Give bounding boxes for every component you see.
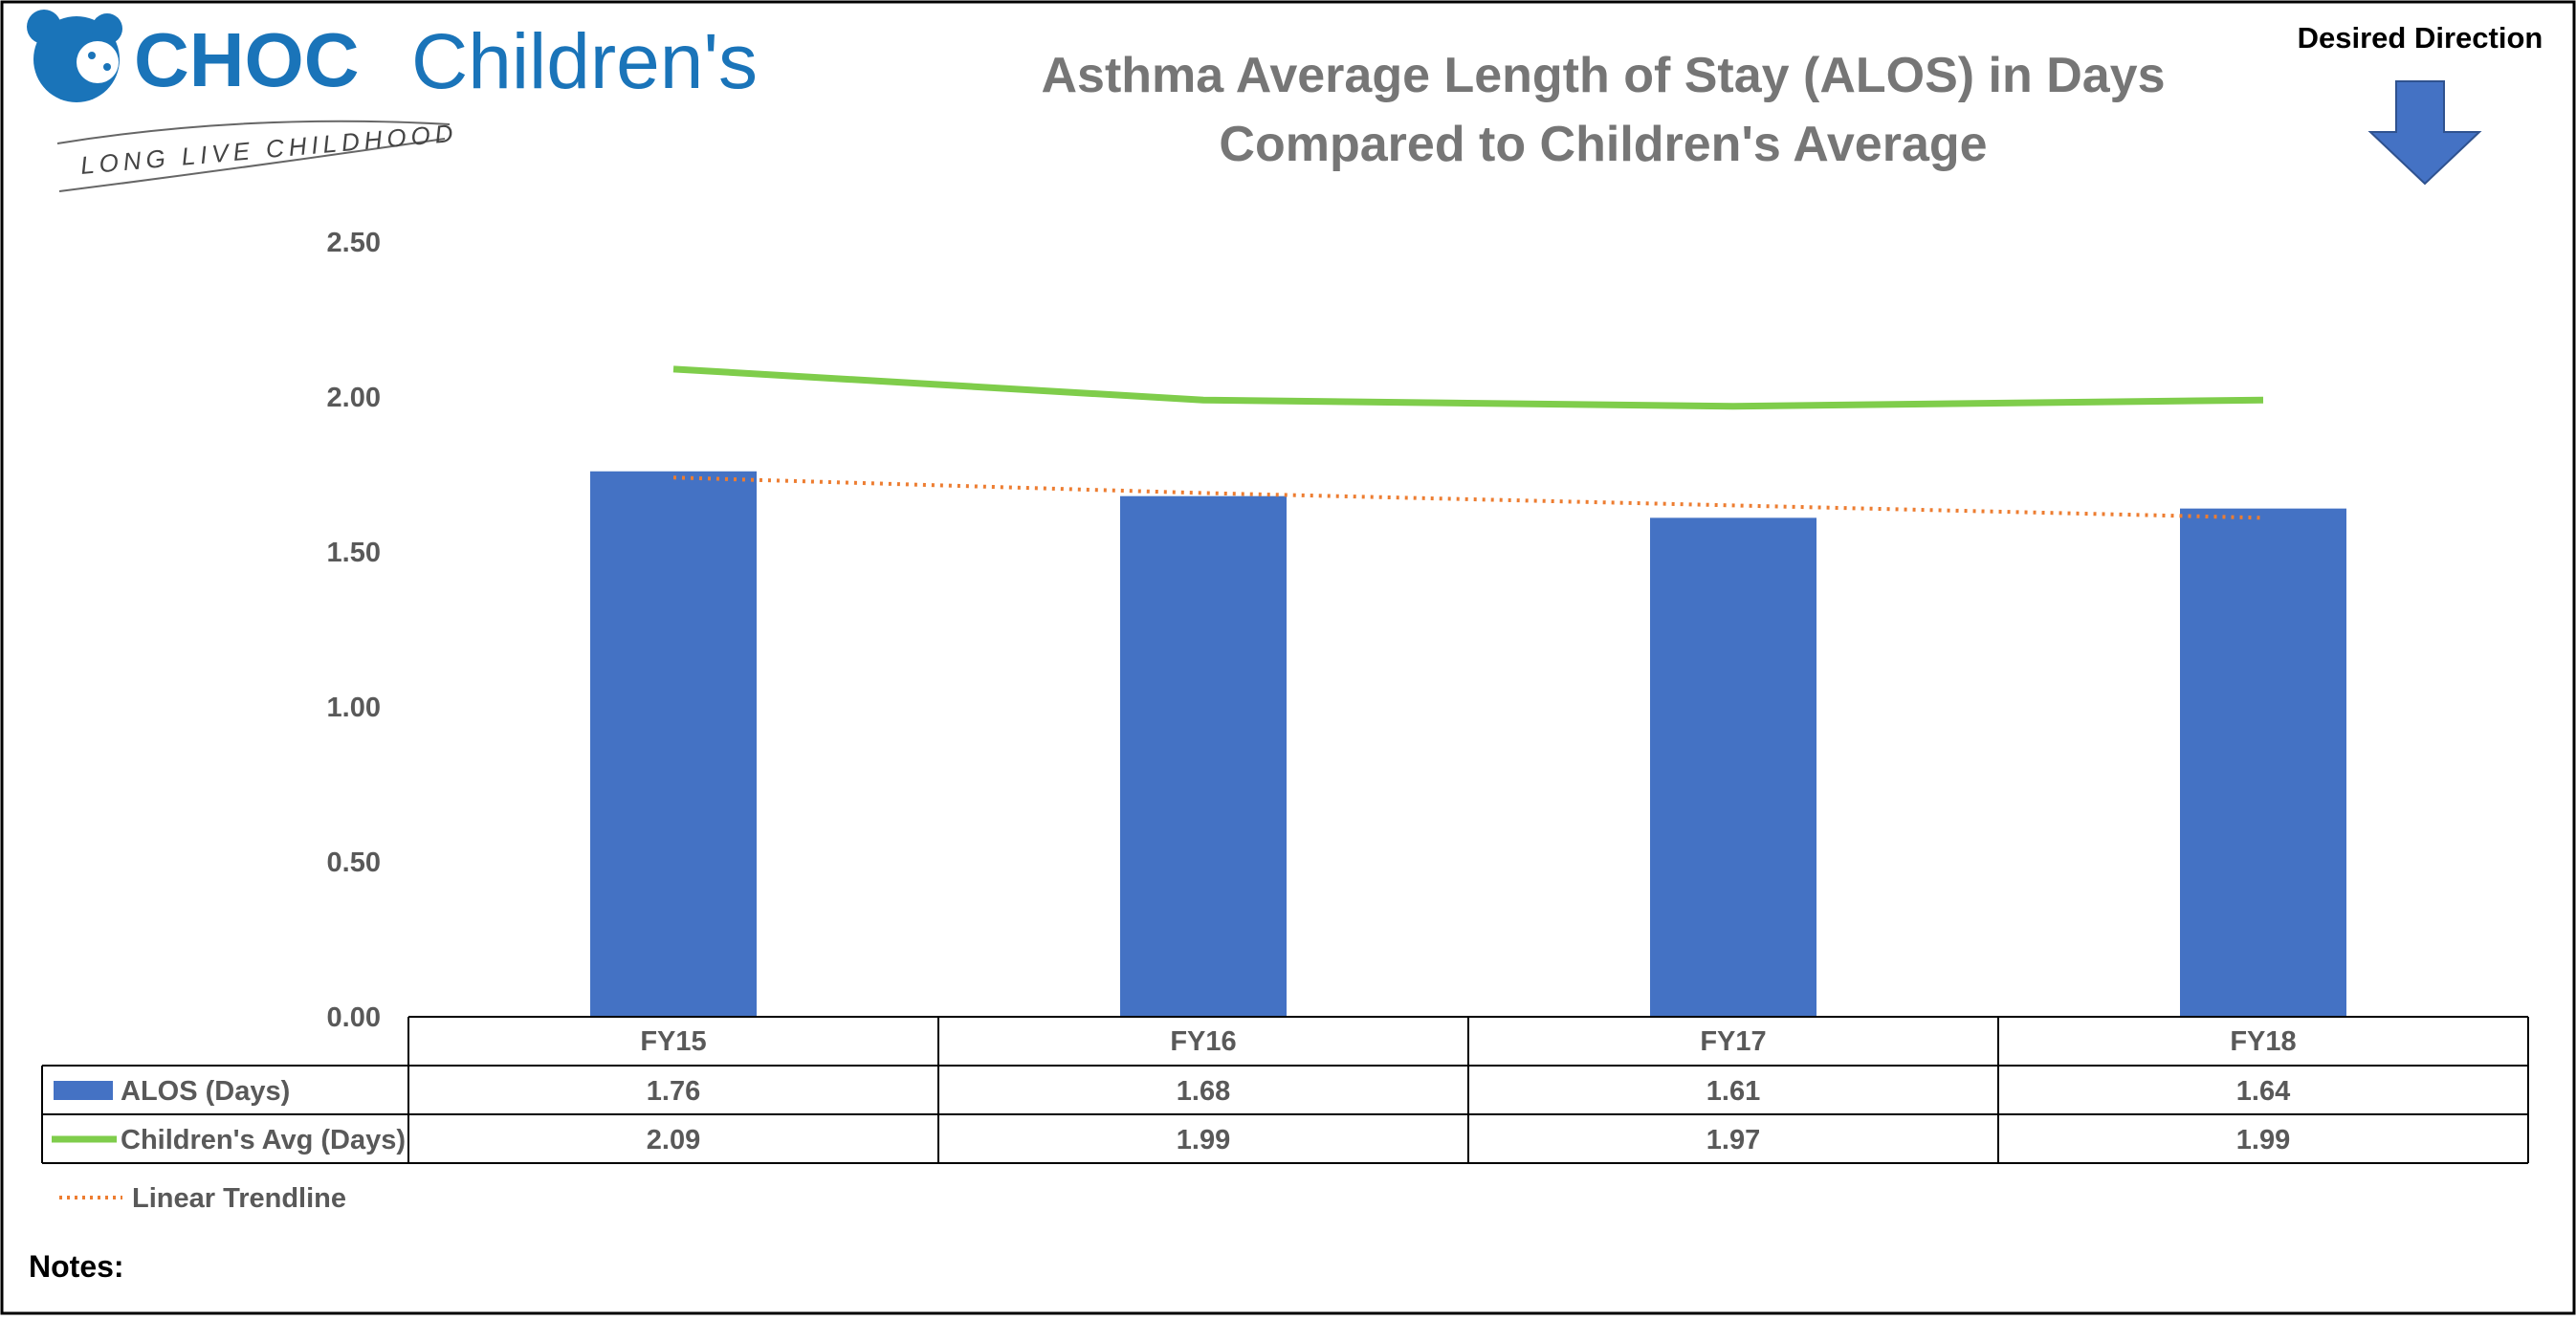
tagline-stroke-bottom <box>58 138 446 192</box>
logo-brand-sub: Children's <box>411 18 758 105</box>
tagline-stroke-top <box>56 120 451 144</box>
x-category-label: FY18 <box>2230 1026 2296 1057</box>
desired-direction-label: Desired Direction <box>2298 21 2543 55</box>
choc-logo: CHOC Children's LONG LIVE CHILDHOOD <box>27 10 758 192</box>
logo-brand-main: CHOC <box>134 17 360 102</box>
notes-label: Notes: <box>29 1249 124 1284</box>
logo-tagline: LONG LIVE CHILDHOOD <box>79 119 459 180</box>
line-series <box>672 365 2264 520</box>
bear-icon <box>27 10 122 102</box>
legend-label: ALOS (Days) <box>121 1076 290 1107</box>
legend-swatch-alos <box>54 1081 113 1100</box>
data-table: FY15 FY16 FY17 FY18 ALOS (Days) 1.76 1.68 1.61 1… <box>41 1016 2529 1164</box>
legend-label: Children's Avg (Days) <box>121 1125 406 1155</box>
chart-title-line-1: Asthma Average Length of Stay (ALOS) in … <box>1041 48 2165 103</box>
childrens-avg-line <box>672 365 2264 410</box>
arrow-down-icon <box>2367 80 2482 186</box>
trendline-legend-label: Linear Trendline <box>132 1183 346 1214</box>
y-tick-label: 2.00 <box>327 383 381 413</box>
table-value-cell: 1.64 <box>2236 1076 2290 1107</box>
bar-fy15 <box>590 471 757 1017</box>
bar-fy16 <box>1120 495 1287 1017</box>
bar-fy18 <box>2180 508 2346 1017</box>
bar-fy17 <box>1650 517 1816 1017</box>
x-category-label: FY17 <box>1700 1026 1766 1057</box>
y-tick-label: 1.50 <box>327 538 381 568</box>
table-value-cell: 1.76 <box>647 1076 700 1107</box>
table-value-cell: 1.68 <box>1177 1076 1230 1107</box>
table-value-cell: 1.99 <box>1177 1125 1230 1155</box>
table-value-cell: 1.61 <box>1706 1076 1760 1107</box>
linear-trendline <box>672 475 2264 520</box>
table-value-cell: 1.97 <box>1706 1125 1760 1155</box>
table-value-cell: 1.99 <box>2236 1125 2290 1155</box>
y-tick-label: 0.50 <box>327 847 381 878</box>
x-category-label: FY15 <box>640 1026 706 1057</box>
bar-series <box>590 471 2346 1017</box>
x-category-label: FY16 <box>1170 1026 1236 1057</box>
table-value-cell: 2.09 <box>647 1125 700 1155</box>
chart-title-line-2: Compared to Children's Average <box>1219 117 1987 172</box>
y-tick-label: 0.00 <box>327 1002 381 1033</box>
y-tick-label: 2.50 <box>327 228 381 258</box>
y-tick-label: 1.00 <box>327 693 381 723</box>
y-axis-ticks: 0.00 0.50 1.00 1.50 2.00 2.50 <box>327 228 381 1033</box>
